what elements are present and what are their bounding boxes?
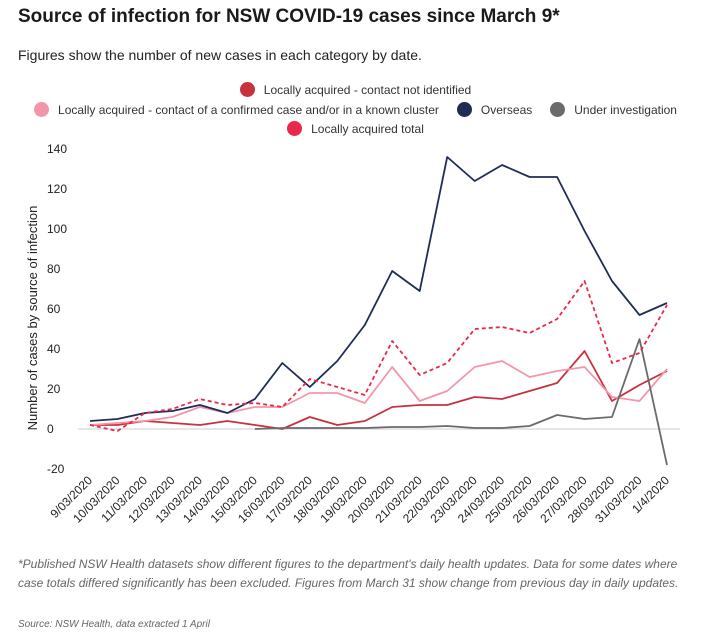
footnote: *Published NSW Health datasets show diff… xyxy=(18,557,679,590)
legend-swatch-under-investigation xyxy=(550,102,566,117)
legend-item-overseas[interactable]: Overseas xyxy=(456,102,533,117)
legend-item-contact-not-identified[interactable]: Locally acquired - contact not identifie… xyxy=(239,82,472,97)
legend-item-locally-acquired-total[interactable]: Locally acquired total xyxy=(287,121,424,136)
source-note: Source: NSW Health, data extracted 1 Apr… xyxy=(18,619,210,630)
y-tick-40: 40 xyxy=(47,342,61,356)
legend-row-1: Locally acquired - contact not identifie… xyxy=(0,82,711,97)
legend-label-contact-not-identified: Locally acquired - contact not identifie… xyxy=(263,82,472,97)
series-line-overseas[interactable] xyxy=(89,156,668,422)
legend-label-overseas: Overseas xyxy=(480,102,533,117)
series-line-under-investigation[interactable] xyxy=(254,338,668,466)
y-axis-title: Number of cases by source of infection xyxy=(25,206,40,431)
legend-label-contact-of-confirmed-case: Locally acquired - contact of a confirme… xyxy=(58,102,439,117)
legend-swatch-locally-acquired-total xyxy=(287,121,303,136)
y-tick-140: 140 xyxy=(47,142,67,156)
legend-swatch-overseas xyxy=(456,102,472,117)
legend-item-under-investigation[interactable]: Under investigation xyxy=(550,102,677,117)
y-tick-20: 20 xyxy=(47,382,61,396)
y-tick-120: 120 xyxy=(47,182,67,196)
line-chart: Number of cases by source of infection -… xyxy=(25,142,680,526)
y-tick-60: 60 xyxy=(47,302,61,316)
x-axis-ticks: 9/03/202010/03/202011/03/202012/03/20201… xyxy=(47,473,672,526)
series-line-locally-acquired-contact-of-a-confirmed-case-and-or-in-a-known-cluster[interactable] xyxy=(89,360,668,426)
y-tick-20: -20 xyxy=(47,462,65,476)
y-tick-100: 100 xyxy=(47,222,67,236)
legend-item-contact-of-confirmed-case[interactable]: Locally acquired - contact of a confirme… xyxy=(34,102,439,117)
y-tick-0: 0 xyxy=(47,422,54,436)
legend-row-2: Locally acquired - contact of a confirme… xyxy=(0,102,711,117)
chart-subtitle: Figures show the number of new cases in … xyxy=(18,47,422,63)
series-layer xyxy=(89,156,668,466)
legend-row-3: Locally acquired total xyxy=(0,121,711,136)
y-tick-80: 80 xyxy=(47,262,61,276)
legend-swatch-contact-not-identified xyxy=(239,82,255,97)
legend-label-under-investigation: Under investigation xyxy=(574,102,677,117)
legend-label-locally-acquired-total: Locally acquired total xyxy=(311,121,424,136)
series-line-locally-acquired-contact-not-identified[interactable] xyxy=(90,350,668,430)
legend-swatch-contact-of-confirmed-case xyxy=(34,102,50,117)
chart-title: Source of infection for NSW COVID-19 cas… xyxy=(18,6,560,27)
y-axis-ticks: -20 0 20 40 60 80 100 120 140 xyxy=(47,142,67,476)
